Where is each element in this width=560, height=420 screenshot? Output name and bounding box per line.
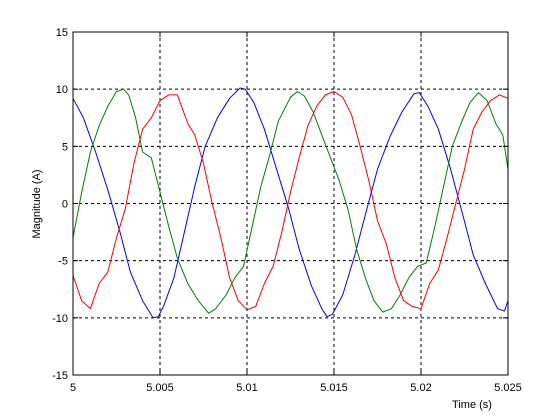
y-tick-labels: -15 -10 -5 0 5 10 15 <box>52 27 68 382</box>
x-tick-label: 5 <box>70 382 76 394</box>
y-tick-label: 5 <box>62 141 68 153</box>
grid-lines <box>73 32 508 375</box>
y-tick-label: 15 <box>56 27 68 39</box>
x-tick-label: 5.02 <box>410 382 431 394</box>
series-lines <box>72 87 509 319</box>
axis-ticks <box>72 31 509 376</box>
x-tick-label: 5.005 <box>146 382 174 394</box>
x-axis-label: Time (s) <box>452 399 492 411</box>
y-axis-label: Magnitude (A) <box>31 169 43 238</box>
x-tick-label: 5.025 <box>494 382 522 394</box>
y-tick-label: -15 <box>52 370 68 382</box>
x-tick-label: 5.015 <box>320 382 348 394</box>
x-tick-labels: 5 5.005 5.01 5.015 5.02 5.025 <box>70 382 522 394</box>
series-line-1 <box>72 87 509 319</box>
y-tick-label: -5 <box>58 256 68 268</box>
series-line-3 <box>72 91 509 311</box>
y-tick-label: -10 <box>52 313 68 325</box>
y-tick-label: 10 <box>56 84 68 96</box>
series-line-2 <box>72 88 509 314</box>
y-tick-label: 0 <box>62 199 68 211</box>
x-tick-label: 5.01 <box>236 382 257 394</box>
